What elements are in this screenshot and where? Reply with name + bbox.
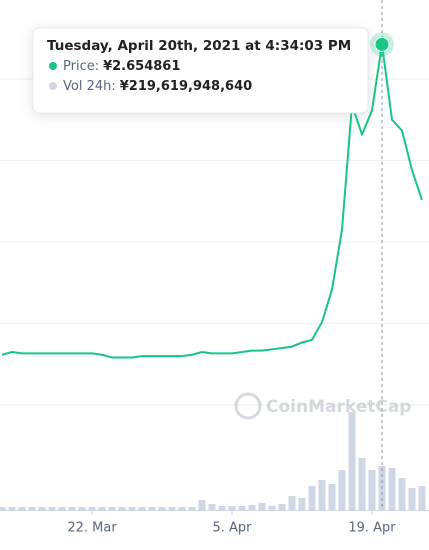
tooltip-row: Vol 24h: ¥219,619,948,640 [63,79,252,94]
volume-bar [188,507,196,510]
volume-bar [58,507,66,510]
volume-bar [48,507,56,510]
x-tick-label: 5. Apr [212,521,252,536]
watermark-text: CoinMarketCap [266,397,411,417]
tooltip: Tuesday, April 20th, 2021 at 4:34:03 PM P… [32,27,369,114]
volume-bar [268,506,276,510]
volume-bar [388,468,396,510]
volume-bar [298,498,306,510]
volume-bar [248,505,256,510]
tooltip-value: ¥2.654861 [103,59,180,74]
volume-bar [368,470,376,510]
x-tick-label: 19. Apr [348,521,396,536]
volume-bar [398,478,406,510]
volume-bar [128,507,136,510]
volume-bar [148,507,156,510]
volume-bar [168,507,176,510]
volume-bar [208,504,216,510]
volume-bar [308,486,316,510]
volume-bar [408,488,416,510]
volume-bar [178,507,186,510]
tooltip-label: Vol 24h: [63,79,116,94]
volume-bar [0,507,6,510]
tooltip-title: Tuesday, April 20th, 2021 at 4:34:03 PM [47,38,351,54]
watermark-logo [234,392,262,420]
volume-bar [418,486,426,510]
tooltip-bullet [49,82,57,90]
volume-bar [28,507,36,510]
volume-bar [348,412,356,510]
volume-bar [118,507,126,510]
volume-bar [218,506,226,510]
x-tick-label: 22. Mar [67,521,117,536]
volume-bar [38,507,46,510]
volume-bar [358,458,366,510]
volume-bar [278,504,286,510]
volume-bar [68,507,76,510]
volume-bar [108,507,116,510]
volume-bar [338,470,346,510]
volume-bar [258,503,266,510]
volume-bar [158,507,166,510]
volume-bar [78,507,86,510]
volume-bar [8,507,16,510]
tooltip-box [32,27,369,114]
volume-bar [98,507,106,510]
volume-bar [88,507,96,510]
volume-bar [228,506,236,510]
plot-front: Tuesday, April 20th, 2021 at 4:34:03 PM P… [1,0,423,510]
tooltip-label: Price: [63,59,99,74]
volume-bar [138,507,146,510]
plot-back: CoinMarketCap 22. Mar 5. Apr 19. Apr [0,78,429,536]
tooltip-value: ¥219,619,948,640 [120,79,252,94]
volume-bar [238,506,246,510]
tooltip-bullet [49,62,57,70]
watermark: CoinMarketCap [234,392,411,420]
volume-bar [328,484,336,510]
tooltip-row: Price: ¥2.654861 [63,59,180,74]
hover-point [374,36,390,52]
volume-bar [18,507,26,510]
volume-bar [318,480,326,510]
volume-bar [288,496,296,510]
volume-bar [198,500,206,510]
